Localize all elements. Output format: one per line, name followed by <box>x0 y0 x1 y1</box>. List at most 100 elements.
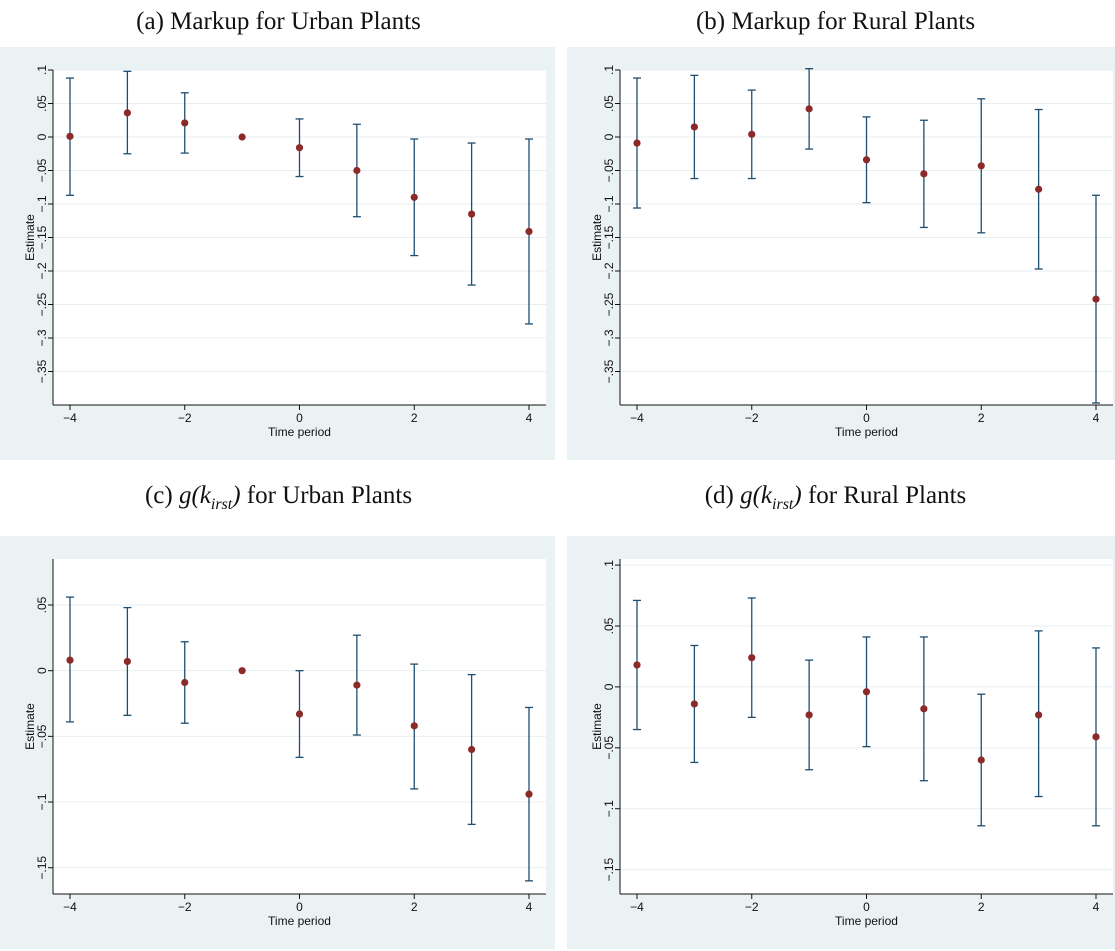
panel-d-math-sub: irst <box>772 496 794 513</box>
y-tick-label: .1 <box>602 560 616 570</box>
panel-d-caption-math: g(kirst) <box>740 482 802 513</box>
y-tick-label: −.35 <box>602 359 616 383</box>
x-tick-label: 4 <box>1093 411 1100 425</box>
y-tick-label: −.1 <box>602 800 616 817</box>
x-tick-label: 2 <box>978 411 985 425</box>
y-axis-title: Estimate <box>23 214 37 261</box>
y-tick-label: −.05 <box>35 158 49 182</box>
estimate-point <box>295 144 304 152</box>
estimate-point <box>66 132 74 140</box>
panel-c-math-base: g(k <box>178 482 211 509</box>
y-tick-label: −.15 <box>35 225 49 249</box>
panel-a-caption: (a) Markup for Urban Plants <box>0 8 557 36</box>
panel-a-caption-prefix: (a) <box>136 8 171 35</box>
estimate-point <box>1092 733 1100 741</box>
estimate-point <box>977 162 985 170</box>
y-tick-label: 0 <box>35 133 49 140</box>
y-tick-label: −.15 <box>602 857 616 881</box>
y-axis-title: Estimate <box>23 703 37 750</box>
estimate-point <box>862 156 871 164</box>
panel-c-caption: (c) g(kirst) for Urban Plants <box>0 482 557 514</box>
y-tick-label: −.1 <box>35 793 49 810</box>
estimate-point <box>862 688 871 696</box>
y-tick-label: −.25 <box>602 292 616 316</box>
estimate-point <box>1035 711 1043 719</box>
y-tick-label: 0 <box>35 667 49 674</box>
y-tick-label: −.1 <box>35 195 49 212</box>
chart-panel-a: .1 .05 0 −.05 −.1 −.15 −.2 −.25 −.3 −.35 −4 −2 0 2 4 Ti… <box>0 47 555 460</box>
x-tick-label: 2 <box>978 900 985 914</box>
estimate-point <box>920 705 928 713</box>
estimate-point <box>748 130 756 138</box>
chart-panel-c: .05 0 −.05 −.1 −.15 −4 −2 0 2 4 Time period Estimat… <box>0 536 555 949</box>
panel-c-caption-text: for Urban Plants <box>240 482 413 509</box>
panel-d-caption: (d) g(kirst) for Rural Plants <box>557 482 1114 514</box>
estimate-point <box>238 133 246 141</box>
y-tick-label: −.05 <box>35 724 49 748</box>
y-tick-label: .05 <box>602 95 616 112</box>
estimate-point <box>181 678 189 687</box>
x-tick-label: −4 <box>63 900 77 914</box>
y-axis-title: Estimate <box>590 214 604 261</box>
estimate-point <box>977 756 985 764</box>
x-tick-label: 0 <box>296 411 303 425</box>
estimate-point <box>633 661 641 669</box>
chart-panel-d: .1 .05 0 −.05 −.1 −.15 −4 −2 0 2 4 Time period Estim… <box>567 536 1115 949</box>
panel-b-caption-prefix: (b) <box>695 8 732 35</box>
y-axis-title: Estimate <box>590 703 604 750</box>
estimate-point <box>123 657 131 666</box>
estimate-point <box>410 722 418 730</box>
chart-a-svg: .1 .05 0 −.05 −.1 −.15 −.2 −.25 −.3 −.35 −4 −2 0 2 4 Ti… <box>23 65 546 439</box>
panel-c-caption-prefix: (c) <box>144 482 179 509</box>
estimate-point <box>1035 185 1043 193</box>
estimate-point <box>805 105 813 113</box>
x-axis-title: Time period <box>835 914 898 928</box>
estimate-point <box>690 123 698 131</box>
y-tick-label: 0 <box>602 133 616 140</box>
estimate-point <box>66 656 74 664</box>
x-tick-label: 2 <box>411 411 418 425</box>
x-tick-label: 2 <box>411 900 418 914</box>
x-tick-label: 0 <box>863 411 870 425</box>
y-tick-label: −.35 <box>35 359 49 383</box>
estimate-point <box>633 139 641 147</box>
panel-c-math-sub: irst <box>210 496 233 513</box>
panel-d-math-close: ) <box>793 482 802 509</box>
estimate-point <box>805 711 813 719</box>
panel-d-caption-text: for Rural Plants <box>801 482 967 509</box>
estimate-point <box>238 667 246 675</box>
x-tick-label: −4 <box>630 900 644 914</box>
x-tick-label: −2 <box>178 900 192 914</box>
estimate-point <box>123 109 131 117</box>
estimate-point <box>295 710 304 718</box>
estimate-point <box>748 654 756 662</box>
x-axis-title: Time period <box>835 425 898 439</box>
x-tick-label: −2 <box>745 411 759 425</box>
y-tick-label: −.1 <box>602 195 616 212</box>
chart-b-svg: .1 .05 0 −.05 −.1 −.15 −.2 −.25 −.3 −.35 −4 −2 0 2 4 Ti… <box>590 65 1113 439</box>
x-tick-label: −4 <box>630 411 644 425</box>
panel-b-caption: (b) Markup for Rural Plants <box>557 8 1114 36</box>
panel-d-caption-prefix: (d) <box>704 482 741 509</box>
y-tick-label: 0 <box>602 683 616 690</box>
x-axis-title: Time period <box>268 425 331 439</box>
estimate-point <box>690 700 698 708</box>
estimate-point <box>468 210 476 218</box>
estimate-point <box>181 119 189 127</box>
panel-c-caption-math: g(kirst) <box>178 482 241 513</box>
y-tick-label: −.2 <box>602 262 616 279</box>
y-tick-label: −.3 <box>602 329 616 346</box>
estimate-point <box>468 745 476 754</box>
estimate-point <box>525 227 533 236</box>
x-tick-label: −4 <box>63 411 77 425</box>
x-tick-label: −2 <box>178 411 192 425</box>
panel-d-math-base: g(k <box>740 482 773 509</box>
chart-c-svg: .05 0 −.05 −.1 −.15 −4 −2 0 2 4 Time period Estimat… <box>23 559 546 928</box>
y-tick-label: .1 <box>602 65 616 75</box>
x-axis-title: Time period <box>268 914 331 928</box>
y-tick-label: −.15 <box>602 225 616 249</box>
x-tick-label: 4 <box>526 411 533 425</box>
y-tick-label: −.2 <box>35 262 49 279</box>
estimate-point <box>353 166 361 175</box>
y-tick-label: −.05 <box>602 736 616 760</box>
